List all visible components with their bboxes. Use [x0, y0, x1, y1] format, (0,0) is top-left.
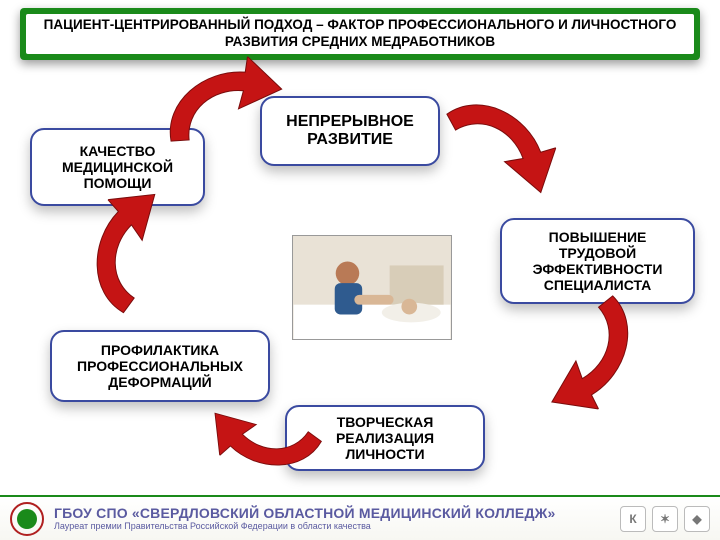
node-development: НЕПРЕРЫВНОЕ РАЗВИТИЕ — [260, 96, 440, 166]
center-photo — [292, 235, 452, 340]
footer-org: ГБОУ СПО «СВЕРДЛОВСКИЙ ОБЛАСТНОЙ МЕДИЦИН… — [54, 505, 614, 521]
footer-badge-3: ◆ — [684, 506, 710, 532]
footer-text: ГБОУ СПО «СВЕРДЛОВСКИЙ ОБЛАСТНОЙ МЕДИЦИН… — [54, 505, 614, 531]
footer-badge-2: ✶ — [652, 506, 678, 532]
slide-title: ПАЦИЕНТ-ЦЕНТРИРОВАННЫЙ ПОДХОД – ФАКТОР П… — [26, 14, 694, 54]
arrow-development-to-efficiency — [433, 66, 573, 218]
node-efficiency: ПОВЫШЕНИЕ ТРУДОВОЙ ЭФФЕКТИВНОСТИ СПЕЦИАЛ… — [500, 218, 695, 304]
college-emblem-icon — [10, 502, 44, 536]
node-label: ПОВЫШЕНИЕ ТРУДОВОЙ ЭФФЕКТИВНОСТИ СПЕЦИАЛ… — [512, 229, 683, 293]
title-bar: ПАЦИЕНТ-ЦЕНТРИРОВАННЫЙ ПОДХОД – ФАКТОР П… — [20, 8, 700, 60]
footer-sub: Лауреат премии Правительства Российской … — [54, 521, 614, 531]
footer-badge-1: К — [620, 506, 646, 532]
nurse-patient-icon — [293, 236, 451, 339]
node-label: НЕПРЕРЫВНОЕ РАЗВИТИЕ — [272, 113, 428, 149]
node-label: ПРОФИЛАКТИКА ПРОФЕССИОНАЛЬНЫХ ДЕФОРМАЦИЙ — [62, 342, 258, 390]
arrow-efficiency-to-creative — [521, 282, 669, 430]
slide-stage: ПАЦИЕНТ-ЦЕНТРИРОВАННЫЙ ПОДХОД – ФАКТОР П… — [0, 0, 720, 540]
footer-bar: ГБОУ СПО «СВЕРДЛОВСКИЙ ОБЛАСТНОЙ МЕДИЦИН… — [0, 495, 720, 540]
